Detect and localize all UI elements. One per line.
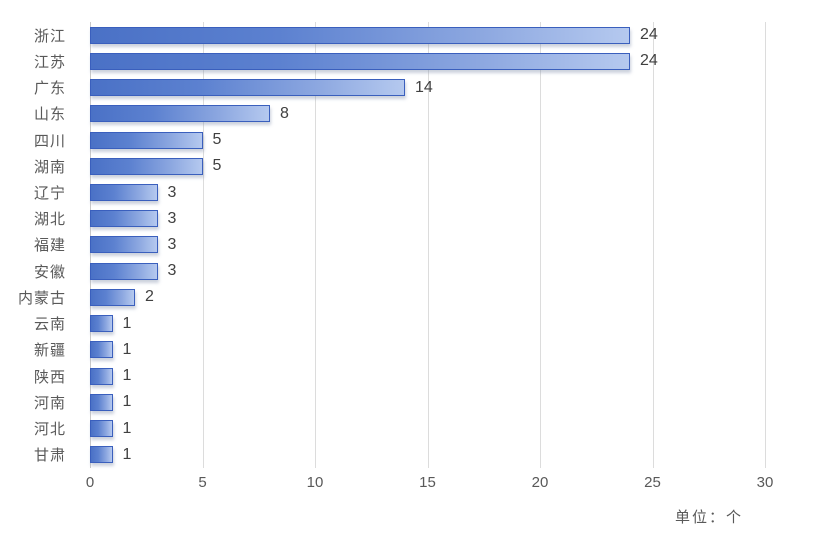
bar-row: 广东 14 [0,74,826,100]
data-label: 14 [415,78,433,96]
x-tick-label: 0 [85,474,95,491]
category-label: 河南 [33,394,66,412]
bar [90,210,158,228]
bar-row: 四川 5 [0,127,826,153]
unit-label: 单位：个 [674,509,743,526]
bar-row: 浙江 24 [0,22,826,48]
category-label: 四川 [33,132,66,150]
x-tick-label: 10 [306,474,324,491]
category-label: 广东 [33,80,66,98]
bar [90,262,158,280]
category-label: 甘肃 [33,447,66,465]
category-label: 江苏 [33,53,66,71]
bar [90,52,630,70]
data-label: 5 [212,157,222,175]
x-tick-label: 15 [419,474,436,491]
bar-row: 山东 8 [0,101,826,127]
data-label: 3 [167,209,177,227]
data-label: 3 [167,183,177,201]
data-label: 1 [122,314,132,332]
data-label: 1 [122,393,132,411]
category-label: 河北 [33,421,66,439]
bar-row: 辽宁 3 [0,179,826,205]
bar [90,105,270,123]
bar [90,367,113,385]
bar-row: 福建 3 [0,232,826,258]
data-label: 2 [145,288,154,306]
data-label: 3 [167,262,177,280]
x-tick-label: 25 [644,474,661,491]
category-label: 浙江 [33,27,66,45]
data-label: 1 [122,367,132,385]
category-label: 辽宁 [33,185,66,203]
bar [90,288,135,306]
category-label: 安徽 [33,263,66,281]
data-label: 3 [167,235,177,253]
category-label: 湖北 [33,211,66,229]
bar-row: 湖南 5 [0,153,826,179]
bar [90,315,113,333]
bar-row: 湖北 3 [0,206,826,232]
bar [90,393,113,411]
bar [90,236,158,254]
bar-row: 云南 1 [0,311,826,337]
bar-row: 河北 1 [0,416,826,442]
bar-row: 内蒙古 2 [0,284,826,310]
bar [90,341,113,359]
category-label: 内蒙古 [17,289,66,307]
bar [90,79,405,97]
bar-row: 江苏 24 [0,48,826,74]
data-label: 8 [280,104,289,122]
gridline [203,22,204,468]
bar [90,420,113,438]
bar-row: 新疆 1 [0,337,826,363]
bar [90,446,113,464]
bar-row: 安徽 3 [0,258,826,284]
gridline [653,22,654,468]
gridline [315,22,316,468]
bar-row: 河南 1 [0,389,826,415]
data-label: 1 [122,445,132,463]
bar-row: 甘肃 1 [0,442,826,468]
x-tick-label: 30 [756,474,774,491]
gridline [765,22,766,468]
category-label: 陕西 [33,368,66,386]
bar [90,157,203,175]
data-label: 24 [640,26,658,44]
category-label: 福建 [33,237,66,255]
category-label: 新疆 [33,342,66,360]
category-label: 云南 [33,316,66,334]
data-label: 1 [122,419,132,437]
category-label: 山东 [33,106,66,124]
bar [90,26,630,44]
bar [90,184,158,202]
data-label: 1 [122,340,132,358]
gridline [428,22,429,468]
data-label: 24 [640,52,658,70]
data-label: 5 [212,131,222,149]
x-tick-label: 20 [531,474,549,491]
category-label: 湖南 [33,158,66,176]
gridline [540,22,541,468]
bar-row: 陕西 1 [0,363,826,389]
x-tick-label: 5 [198,474,207,491]
bar [90,131,203,149]
